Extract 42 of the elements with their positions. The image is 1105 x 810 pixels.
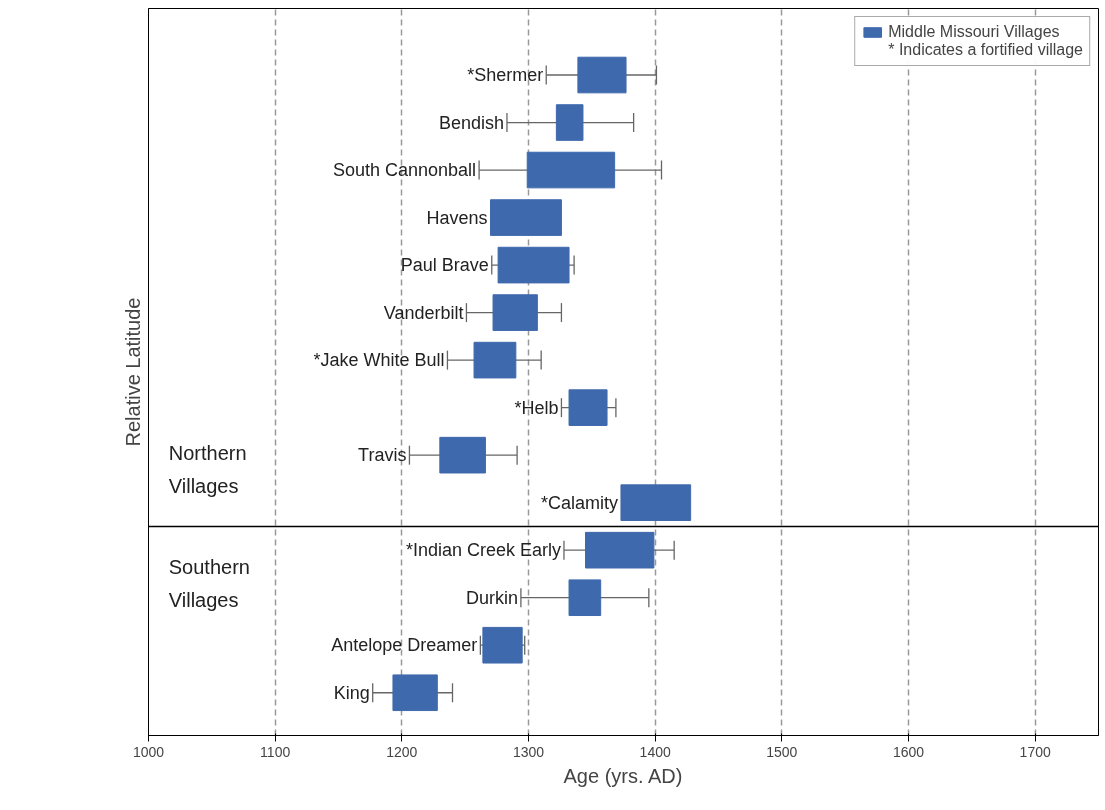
y-axis-title: Relative Latitude	[121, 297, 144, 447]
x-tick-label: 1400	[639, 743, 671, 760]
y-tick-label: *Jake White Bull	[313, 350, 445, 371]
y-tick-label: *Shermer	[467, 65, 544, 86]
y-tick-label: *Helb	[514, 397, 559, 418]
x-tick-label: 1000	[132, 743, 165, 760]
bar	[492, 294, 538, 331]
bar	[392, 674, 438, 712]
bar	[497, 246, 570, 284]
bar	[568, 389, 608, 426]
x-tick-label: 1700	[1019, 743, 1051, 760]
bar	[585, 531, 655, 569]
y-tick-label: Bendish	[438, 112, 504, 133]
y-tick-label: Durkin	[465, 587, 518, 608]
bar	[439, 436, 486, 474]
x-tick-label: 1500	[766, 743, 798, 760]
bar	[620, 484, 692, 521]
bar	[482, 626, 523, 664]
bar	[526, 151, 616, 189]
y-tick-label: Paul Brave	[400, 255, 489, 276]
annotation: * Indicates a fortified village	[888, 41, 1083, 59]
legend-label: Middle Missouri Villages	[888, 23, 1060, 41]
y-tick-label: *Indian Creek Early	[405, 540, 561, 561]
x-tick-label: 1600	[892, 743, 925, 760]
y-tick-label: King	[333, 682, 370, 703]
y-tick-label: *Calamity	[540, 492, 618, 513]
x-axis-title: Age (yrs. AD)	[563, 764, 683, 787]
bar	[473, 341, 517, 379]
annotation: Southern Villages	[168, 555, 250, 612]
y-tick-label: South Cannonball	[332, 160, 477, 181]
y-tick-label: Travis	[358, 445, 407, 466]
bar	[490, 199, 562, 236]
y-tick-label: Antelope Dreamer	[331, 635, 478, 656]
x-tick-label: 1300	[512, 743, 545, 760]
annotation: Northern Villages	[168, 441, 247, 498]
x-tick-label: 1200	[386, 743, 418, 760]
bar	[555, 104, 584, 141]
y-tick-label: Vanderbilt	[383, 302, 464, 323]
bar	[568, 579, 602, 617]
bar	[577, 56, 627, 94]
y-tick-label: Havens	[426, 207, 488, 228]
x-tick-label: 1100	[260, 743, 291, 760]
